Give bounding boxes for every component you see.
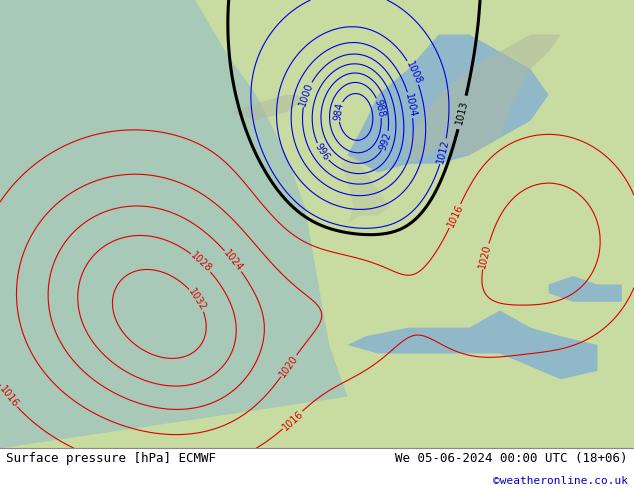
Text: 1008: 1008 (404, 59, 424, 86)
Text: ©weatheronline.co.uk: ©weatheronline.co.uk (493, 476, 628, 486)
Text: 1004: 1004 (403, 92, 418, 118)
Text: 1024: 1024 (221, 248, 245, 273)
Text: 1028: 1028 (189, 250, 214, 274)
Text: 984: 984 (333, 102, 346, 122)
Polygon shape (0, 0, 347, 448)
Polygon shape (231, 95, 299, 121)
Text: 1016: 1016 (445, 203, 465, 229)
Polygon shape (548, 276, 622, 302)
Polygon shape (408, 34, 561, 164)
Polygon shape (347, 310, 597, 379)
Text: 1013: 1013 (455, 99, 470, 125)
Text: 988: 988 (373, 98, 387, 118)
Polygon shape (341, 155, 390, 224)
Text: 1020: 1020 (278, 353, 300, 379)
Polygon shape (347, 34, 548, 172)
Text: 996: 996 (313, 142, 332, 163)
Text: Surface pressure [hPa] ECMWF: Surface pressure [hPa] ECMWF (6, 452, 216, 465)
Text: 1016: 1016 (0, 384, 20, 409)
Text: 1012: 1012 (436, 138, 451, 165)
Text: We 05-06-2024 00:00 UTC (18+06): We 05-06-2024 00:00 UTC (18+06) (395, 452, 628, 465)
Text: 1020: 1020 (477, 243, 493, 270)
Text: 992: 992 (378, 131, 394, 151)
Text: 1000: 1000 (298, 81, 315, 108)
Text: 1016: 1016 (280, 408, 305, 432)
Text: 1032: 1032 (186, 287, 208, 313)
